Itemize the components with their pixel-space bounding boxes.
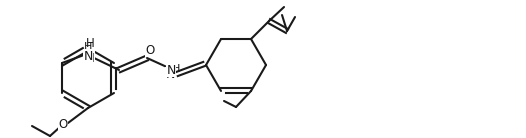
Text: H: H (172, 64, 180, 74)
Text: N: N (166, 63, 176, 76)
Text: N: N (83, 50, 93, 63)
Text: O: O (145, 43, 155, 56)
Text: H
N: H N (86, 37, 94, 65)
Text: N: N (165, 67, 175, 80)
Text: H: H (84, 42, 92, 52)
Text: O: O (58, 119, 68, 132)
